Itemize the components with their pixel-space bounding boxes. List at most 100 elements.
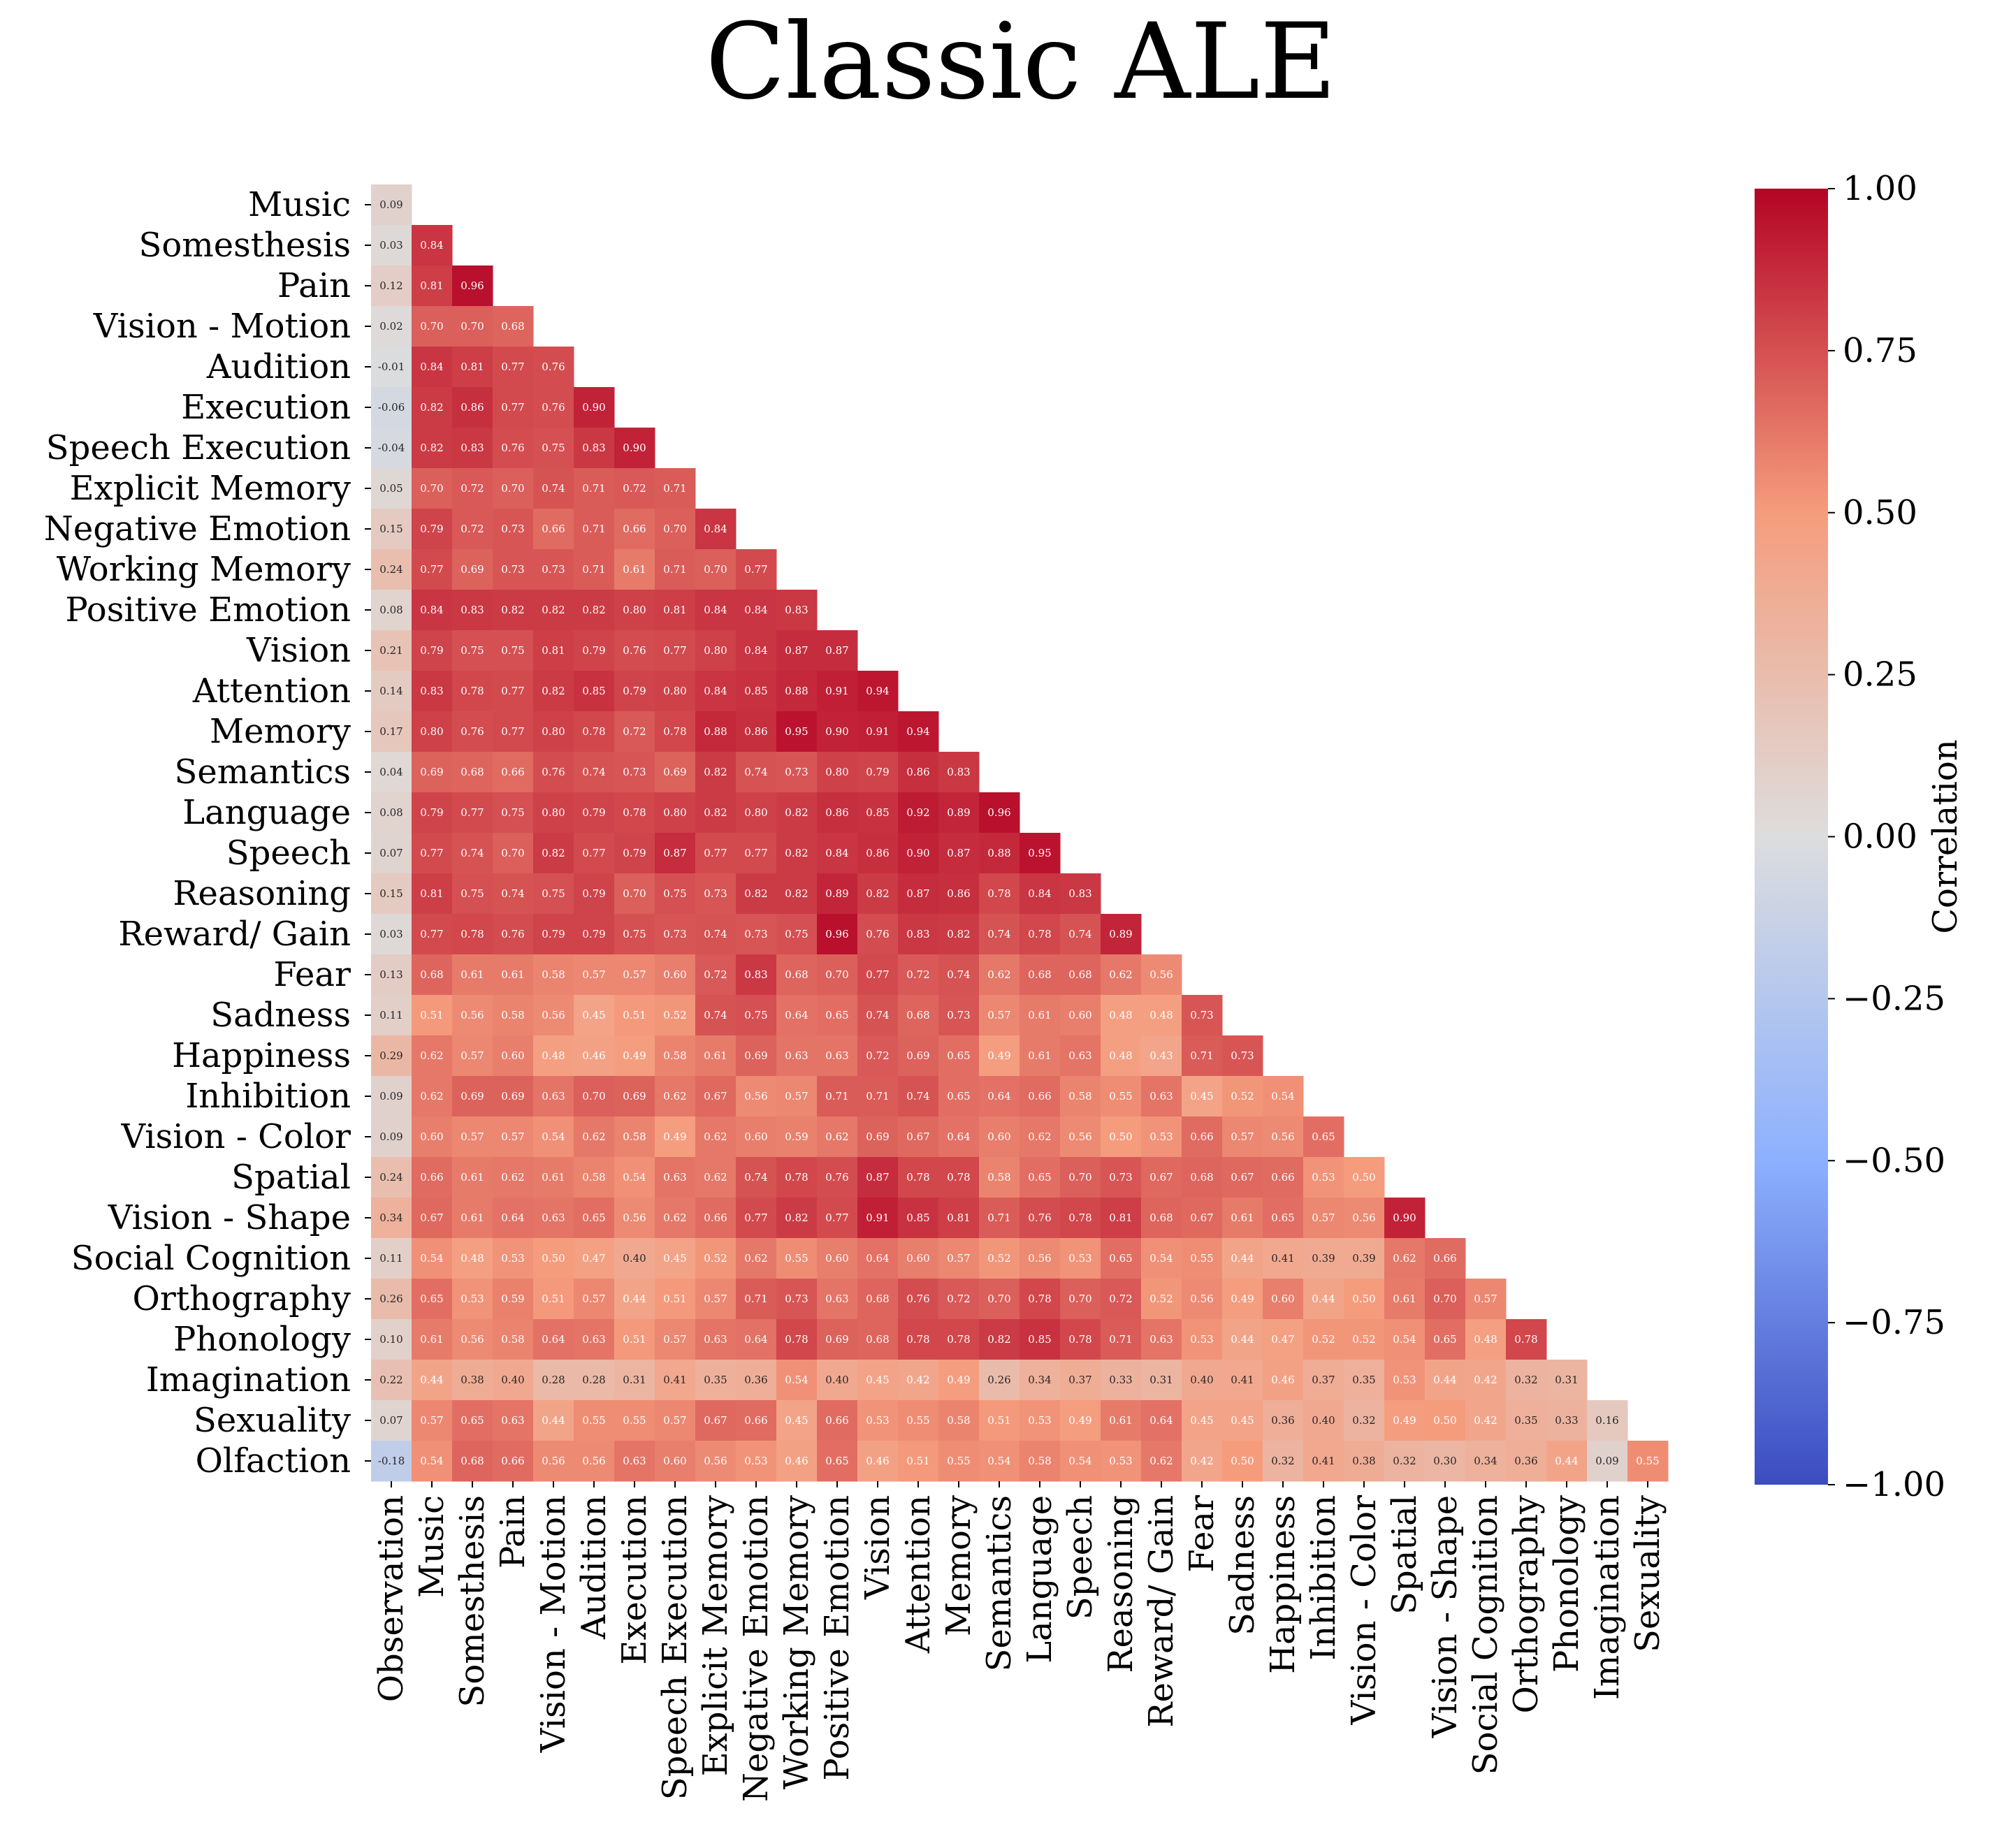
heatmap-cell: [817, 792, 858, 834]
cell-value-label: 0.64: [542, 1333, 565, 1346]
cell-value-label: 0.58: [501, 1009, 524, 1021]
cell-value-label: 0.96: [987, 806, 1010, 819]
heatmap-cell: [412, 387, 453, 428]
heatmap-cell: [1303, 1279, 1344, 1320]
heatmap-cell: [533, 549, 574, 590]
heatmap-cell: [493, 833, 534, 874]
heatmap-cell: [1384, 1279, 1425, 1320]
cell-value-label: 0.43: [1149, 1049, 1173, 1062]
heatmap-cell: [776, 1360, 818, 1401]
heatmap-cell: [1303, 1360, 1344, 1401]
cell-value-label: 0.74: [1068, 928, 1091, 940]
heatmap-cell: [614, 995, 655, 1036]
cell-value-label: 0.77: [866, 968, 889, 981]
heatmap-cell: [655, 1238, 696, 1279]
heatmap-cell: [695, 630, 737, 671]
heatmap-cell: [1627, 1441, 1669, 1482]
cell-value-label: 0.79: [582, 887, 605, 900]
cell-value-label: 0.79: [623, 847, 646, 859]
heatmap-cell: [1182, 1198, 1223, 1239]
cell-value-label: 0.94: [866, 685, 889, 697]
cell-value-label: 0.66: [1028, 1090, 1051, 1103]
colorbar-tick-label: 0.50: [1843, 493, 1917, 532]
heatmap-cell: [736, 630, 777, 671]
heatmap-cell: [614, 1400, 655, 1441]
row-label: Imagination: [146, 1360, 351, 1399]
heatmap-cell: [695, 914, 737, 955]
cell-value-label: 0.88: [987, 847, 1010, 859]
heatmap-cell: [371, 954, 412, 996]
cell-value-label: 0.80: [744, 806, 767, 819]
row-label: Happiness: [172, 1036, 351, 1075]
heatmap-cell: [371, 1076, 412, 1117]
heatmap-cell: [371, 914, 412, 955]
cell-value-label: 0.59: [785, 1130, 808, 1143]
heatmap-cell: [533, 914, 574, 955]
heatmap-cell: [1101, 1400, 1142, 1441]
heatmap-cell: [1222, 1319, 1263, 1360]
cell-value-label: 0.82: [987, 1333, 1010, 1346]
cell-value-label: 0.02: [379, 320, 402, 333]
row-label: Music: [248, 185, 351, 224]
cell-value-label: -0.06: [378, 401, 405, 414]
heatmap-cell: [736, 1319, 777, 1360]
heatmap-cell: [371, 1157, 412, 1198]
heatmap-cell: [736, 1116, 777, 1158]
cell-value-label: 0.48: [1109, 1009, 1132, 1021]
heatmap-cell: [412, 1198, 453, 1239]
heatmap-cell: [1384, 1319, 1425, 1360]
heatmap-cell: [817, 1279, 858, 1320]
cell-value-label: 0.75: [460, 887, 484, 900]
cell-value-label: 0.73: [704, 887, 727, 900]
heatmap-cell: [1101, 1360, 1142, 1401]
heatmap-cell: [979, 1319, 1020, 1360]
cell-value-label: 0.68: [460, 1455, 484, 1467]
col-label: Speech: [1061, 1495, 1100, 1620]
cell-value-label: 0.33: [1109, 1374, 1132, 1386]
col-label: Positive Emotion: [818, 1495, 857, 1781]
cell-value-label: 0.96: [825, 928, 848, 940]
heatmap-cell: [1141, 1035, 1182, 1077]
heatmap-cell: [1182, 1076, 1223, 1117]
heatmap-cell: [776, 1441, 818, 1482]
heatmap-cell: [493, 711, 534, 752]
cell-value-label: 0.04: [379, 766, 402, 778]
cell-value-label: 0.89: [1109, 928, 1132, 940]
cell-value-label: 0.70: [1433, 1293, 1456, 1305]
cell-value-label: 0.82: [582, 604, 605, 616]
cell-value-label: 0.87: [906, 887, 929, 900]
cell-value-label: 0.55: [947, 1455, 970, 1467]
cell-value-label: 0.45: [1231, 1414, 1254, 1427]
cell-value-label: 0.60: [1271, 1293, 1294, 1305]
cell-value-label: 0.72: [947, 1293, 970, 1305]
heatmap-cell: [493, 428, 534, 469]
col-label: Vision - Motion: [534, 1495, 573, 1753]
heatmap-cell: [574, 1360, 615, 1401]
cell-value-label: 0.70: [460, 320, 484, 333]
cell-value-label: 0.76: [542, 361, 565, 373]
cell-value-label: 0.75: [785, 928, 808, 940]
heatmap-cell: [817, 671, 858, 712]
cell-value-label: 0.73: [1231, 1049, 1254, 1062]
heatmap-cell: [1060, 873, 1101, 915]
cell-value-label: 0.24: [379, 563, 402, 576]
cell-value-label: 0.53: [1149, 1130, 1173, 1143]
heatmap-cell: [655, 549, 696, 590]
heatmap-cell: [533, 387, 574, 428]
heatmap-cell: [452, 630, 493, 671]
cell-value-label: 0.80: [704, 644, 727, 657]
heatmap-cell: [1182, 1400, 1223, 1441]
cell-value-label: 0.80: [663, 685, 686, 697]
heatmap-cell: [1546, 1360, 1588, 1401]
heatmap-cell: [1060, 1198, 1101, 1239]
heatmap-cell: [533, 1319, 574, 1360]
heatmap-cell: [938, 1319, 980, 1360]
cell-value-label: 0.54: [542, 1130, 565, 1143]
heatmap-cell: [614, 1238, 655, 1279]
heatmap-cell: [1101, 1441, 1142, 1482]
heatmap-cell: [817, 1157, 858, 1198]
cell-value-label: 0.66: [542, 523, 565, 535]
heatmap-cell: [1182, 1360, 1223, 1401]
cell-value-label: 0.14: [379, 685, 402, 697]
cell-value-label: 0.44: [542, 1414, 565, 1427]
